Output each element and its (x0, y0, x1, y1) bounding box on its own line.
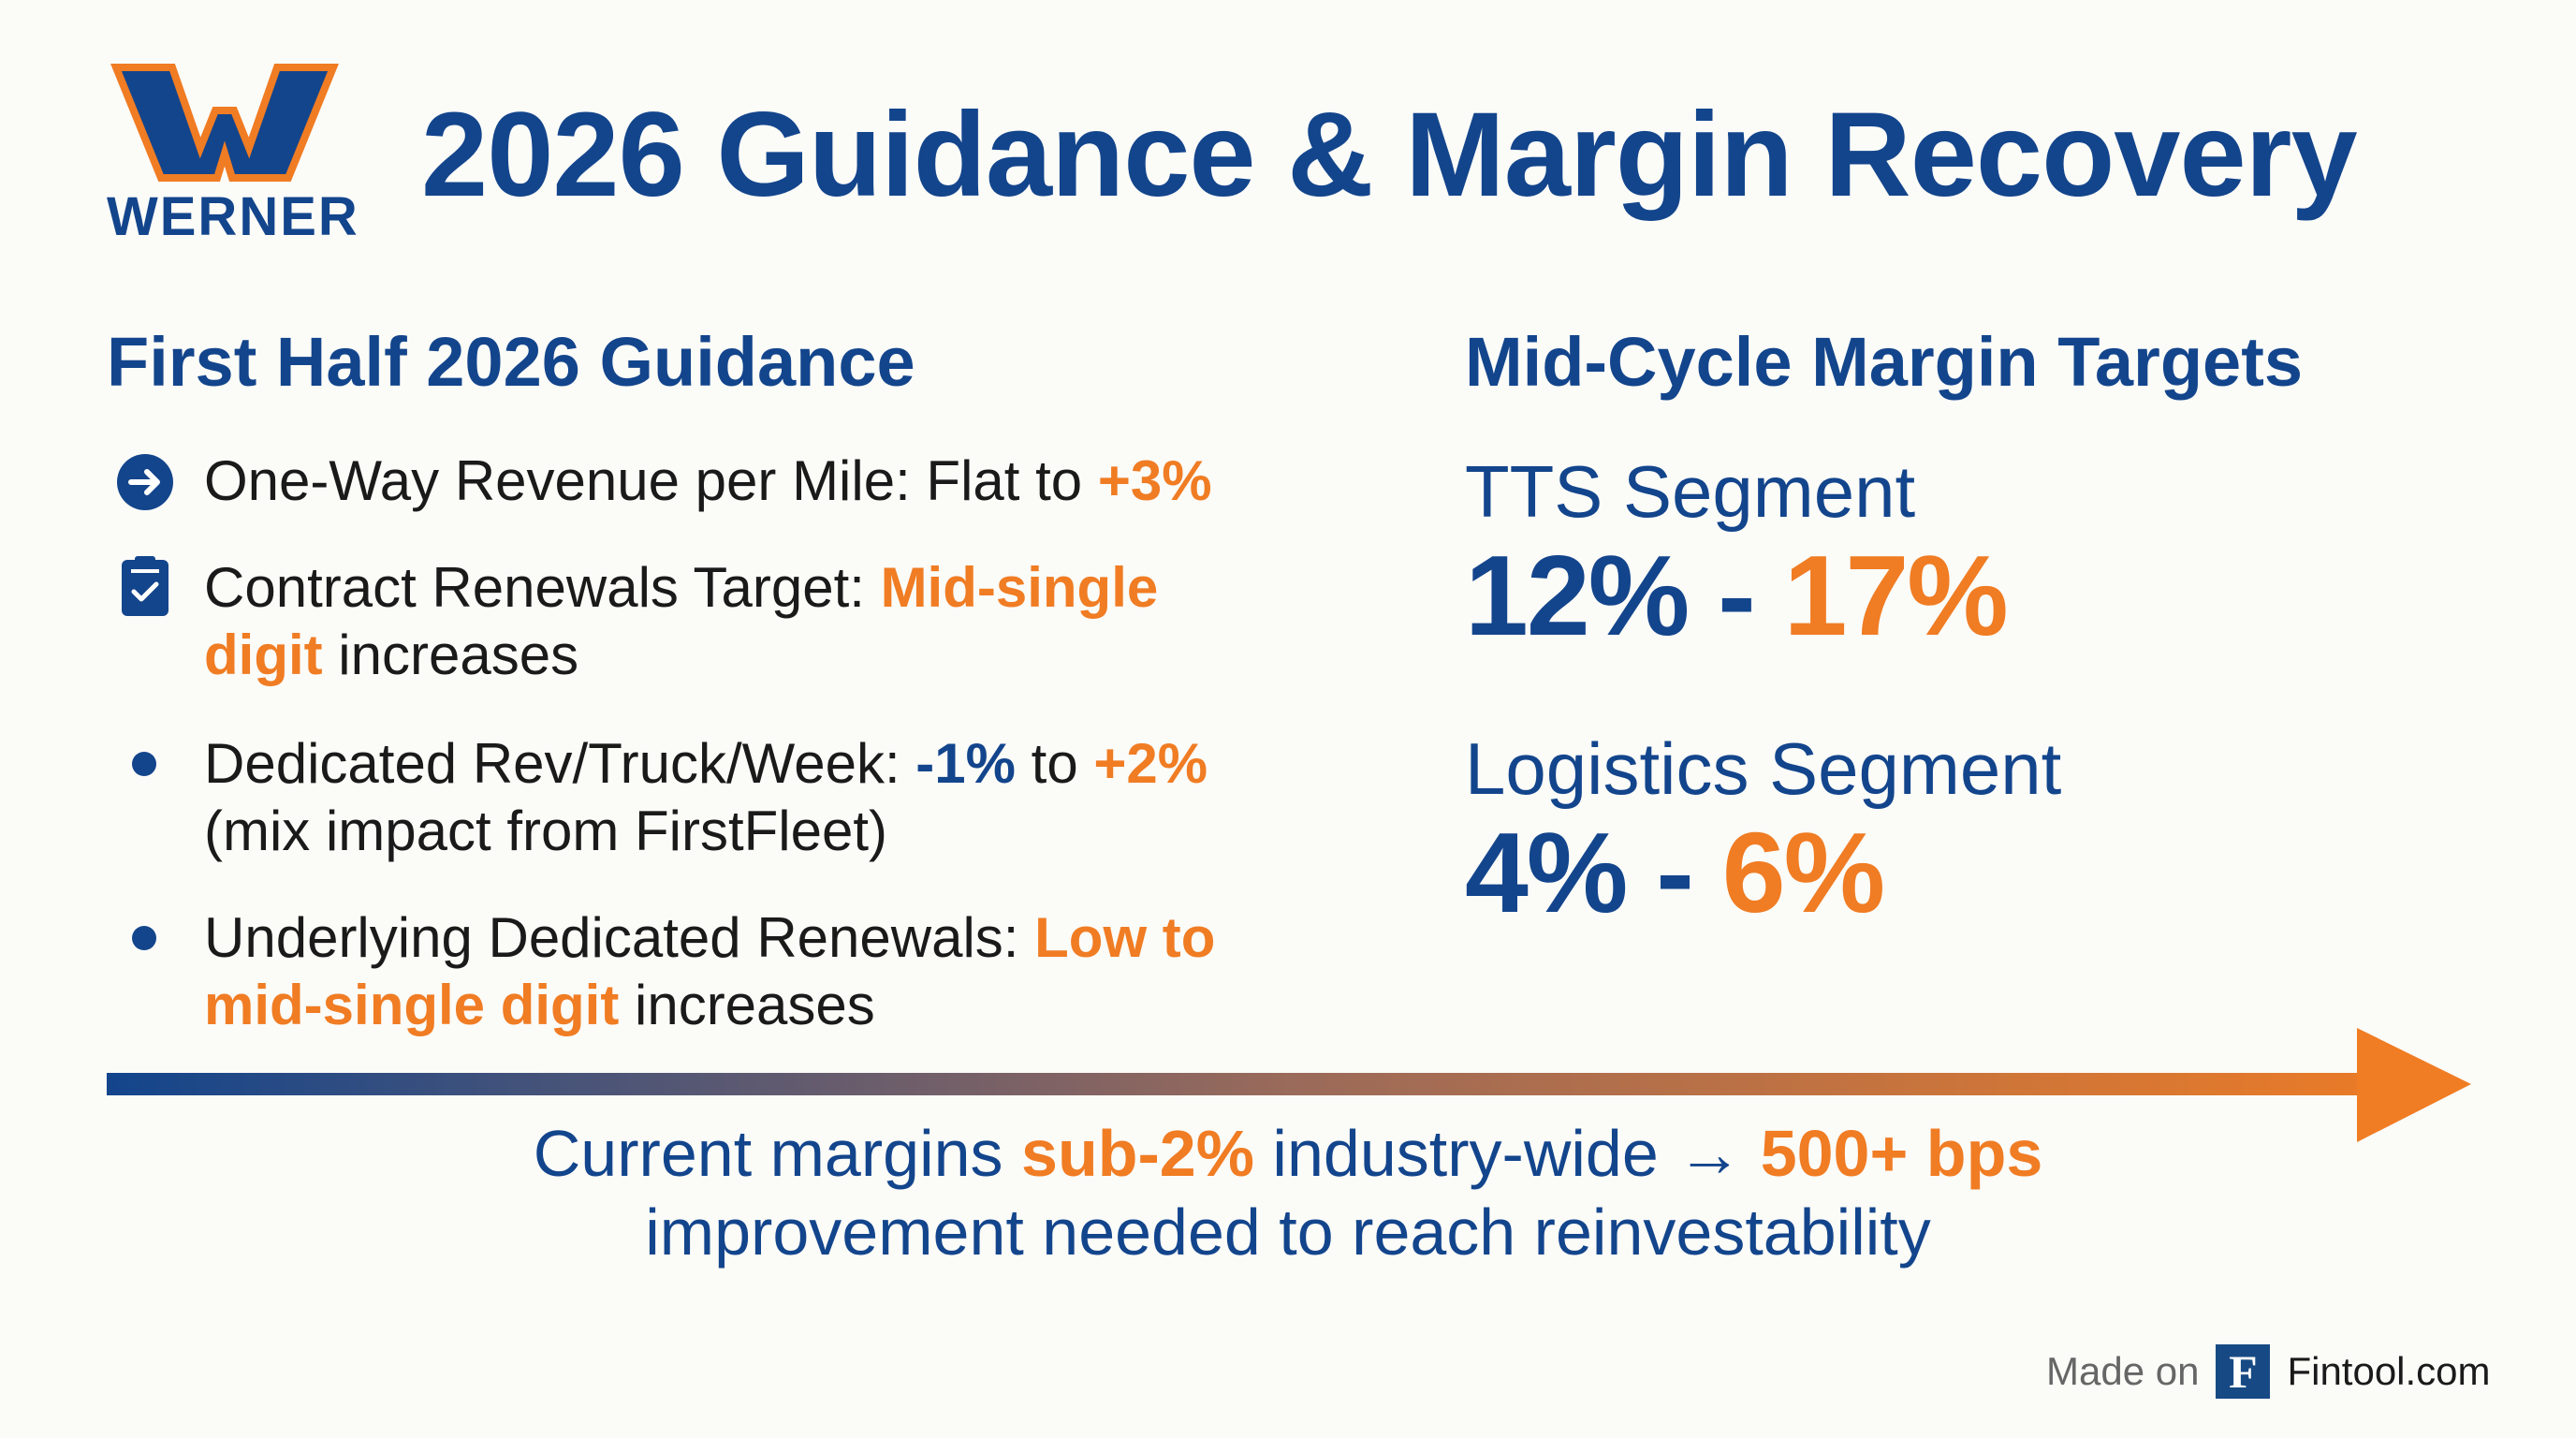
fintool-link[interactable]: Fintool.com (2287, 1349, 2491, 1393)
made-on-label: Made on (2046, 1349, 2200, 1393)
item-text: (mix impact from FirstFleet) (204, 800, 888, 862)
callout-text: industry-wide → (1253, 1117, 1761, 1190)
item-text: to (1016, 732, 1094, 795)
item-highlight: Mid-single digit (204, 556, 1159, 686)
bottom-callout: Current margins sub-2% industry-wide → 5… (0, 1114, 2576, 1271)
tts-margin-range: 12% - 17% (1465, 530, 2009, 661)
callout-highlight: sub-2% (1021, 1117, 1254, 1190)
item-text: One-Way Revenue per Mile: Flat to (204, 449, 1098, 512)
item-highlight: Low to mid-single digit (204, 906, 1216, 1036)
item-highlight: +2% (1093, 732, 1208, 795)
gradient-arrow-icon (107, 1028, 2471, 1142)
callout-line-1: Current margins sub-2% industry-wide → 5… (0, 1114, 2576, 1193)
callout-line-2: improvement needed to reach reinvestabil… (645, 1196, 1931, 1269)
left-heading: First Half 2026 Guidance (107, 323, 915, 401)
guidance-item-1: One-Way Revenue per Mile: Flat to +3% (204, 448, 1327, 515)
item-text: Contract Renewals Target: (204, 556, 881, 619)
dot-icon (131, 751, 157, 782)
item-text: increases (322, 624, 579, 686)
range-sep: - (1688, 532, 1784, 659)
range-sep: - (1626, 809, 1722, 936)
guidance-item-4: Underlying Dedicated Renewals: Low to mi… (204, 904, 1281, 1039)
tts-segment-label: TTS Segment (1465, 450, 1916, 533)
guidance-item-2: Contract Renewals Target: Mid-single dig… (204, 554, 1281, 689)
item-text: Dedicated Rev/Truck/Week: (204, 732, 916, 795)
page-title: 2026 Guidance & Margin Recovery (421, 88, 2358, 222)
right-heading: Mid-Cycle Margin Targets (1465, 323, 2304, 401)
guidance-item-3: Dedicated Rev/Truck/Week: -1% to +2% (mi… (204, 730, 1281, 865)
footer: Made on F Fintool.com (2046, 1344, 2491, 1399)
callout-text: Current margins (533, 1117, 1022, 1190)
logo-wordmark: WERNER (107, 186, 359, 247)
dot-icon (131, 925, 157, 956)
clipboard-check-icon (122, 556, 168, 621)
item-highlight: -1% (915, 732, 1016, 795)
range-low: 4% (1465, 809, 1628, 936)
fintool-logo-icon: F (2216, 1344, 2271, 1399)
item-highlight: +3% (1097, 449, 1212, 512)
werner-logo-icon (110, 64, 339, 182)
arrow-circle-icon (116, 453, 174, 516)
item-text: increases (619, 974, 875, 1036)
item-text: Underlying Dedicated Renewals: (204, 906, 1035, 969)
range-low: 12% (1465, 532, 1690, 659)
logistics-segment-label: Logistics Segment (1465, 727, 2062, 810)
callout-highlight: 500+ bps (1760, 1117, 2043, 1190)
range-high: 17% (1783, 532, 2009, 659)
logistics-margin-range: 4% - 6% (1465, 807, 1885, 938)
range-high: 6% (1721, 809, 1885, 936)
